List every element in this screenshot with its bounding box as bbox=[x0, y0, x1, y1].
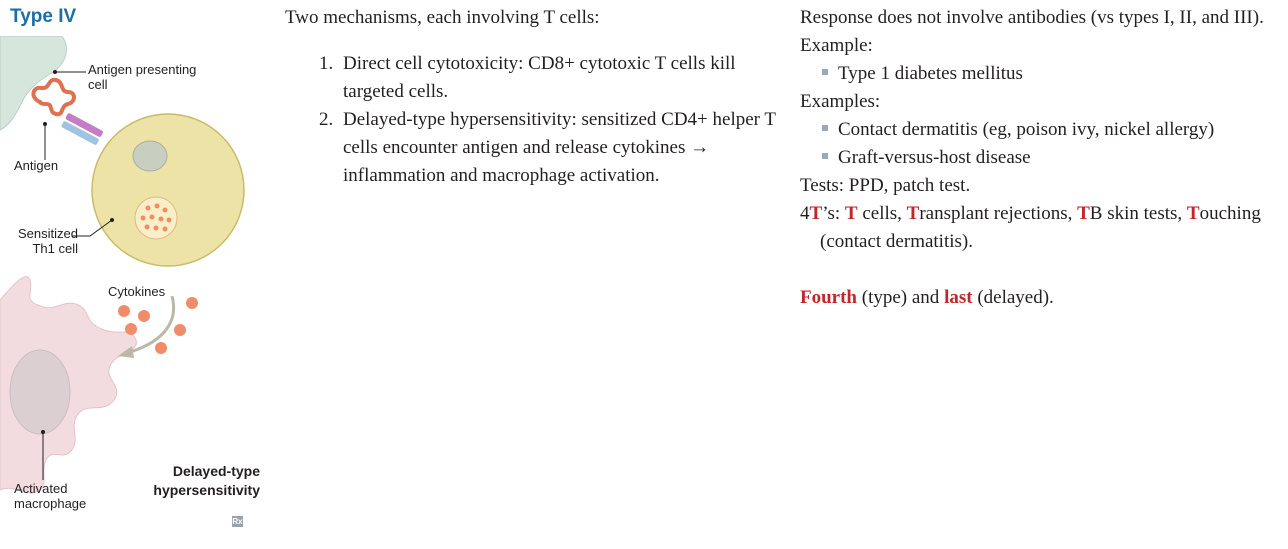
th1-nucleus bbox=[132, 140, 168, 172]
th1-cell bbox=[91, 113, 245, 267]
th1-label: Sensitized Th1 cell bbox=[18, 226, 78, 256]
illustration-svg bbox=[0, 35, 245, 494]
mechanism-item: Direct cell cytotoxicity: CD8+ cytotoxic… bbox=[338, 50, 790, 106]
example-item: Type 1 diabetes mellitus bbox=[800, 60, 1286, 88]
rx-logo-icon: Rx bbox=[232, 516, 243, 527]
arrow-head bbox=[118, 346, 134, 358]
tests-note: Tests: PPD, patch test. bbox=[800, 175, 971, 196]
cytokine-arrow bbox=[129, 295, 176, 354]
mechanism-intro: Two mechanisms, each involving T cells: bbox=[285, 7, 600, 28]
type-iv-illustration: Antigen presenting cell Antigen Sensitiz… bbox=[0, 35, 260, 544]
bullet-icon bbox=[822, 125, 828, 131]
section-title: Type IV bbox=[10, 6, 77, 27]
examples-label: Examples: bbox=[800, 91, 881, 112]
antigen-icon bbox=[31, 77, 76, 117]
bullet-icon bbox=[822, 69, 828, 75]
macrophage-nucleus bbox=[9, 349, 71, 435]
mechanism-item: Delayed-type hypersensitivity: sensitize… bbox=[338, 106, 790, 190]
mnemonic-note: 4T’s: T cells, Transplant rejections, TB… bbox=[800, 203, 1261, 252]
macrophage-label: Activated macrophage bbox=[14, 481, 87, 511]
antibody-note: Response does not involve antibodies (vs… bbox=[800, 7, 1264, 28]
t-cell-receptor-icon bbox=[61, 113, 103, 145]
antigen-label: Antigen bbox=[14, 158, 59, 173]
mechanism-list: Direct cell cytotoxicity: CD8+ cytotoxic… bbox=[285, 50, 790, 190]
figure-title: Delayed-type hypersensitivity bbox=[153, 463, 260, 498]
granule-dots bbox=[140, 203, 172, 232]
examples-item: Contact dermatitis (eg, poison ivy, nick… bbox=[800, 116, 1286, 144]
example-label: Example: bbox=[800, 35, 873, 56]
cytokine-dots bbox=[118, 297, 198, 354]
mechanism-column: Two mechanisms, each involving T cells: … bbox=[285, 4, 790, 190]
fourth-last-note: Fourth (type) and last (delayed). bbox=[800, 287, 1054, 308]
cytokines-label: Cytokines bbox=[108, 284, 166, 299]
apc-label: Antigen presenting cell bbox=[88, 62, 197, 92]
bullet-icon bbox=[822, 153, 828, 159]
antigen-presenting-cell bbox=[0, 35, 67, 131]
notes-column: Response does not involve antibodies (vs… bbox=[800, 4, 1286, 312]
examples-item: Graft-versus-host disease bbox=[800, 144, 1286, 172]
